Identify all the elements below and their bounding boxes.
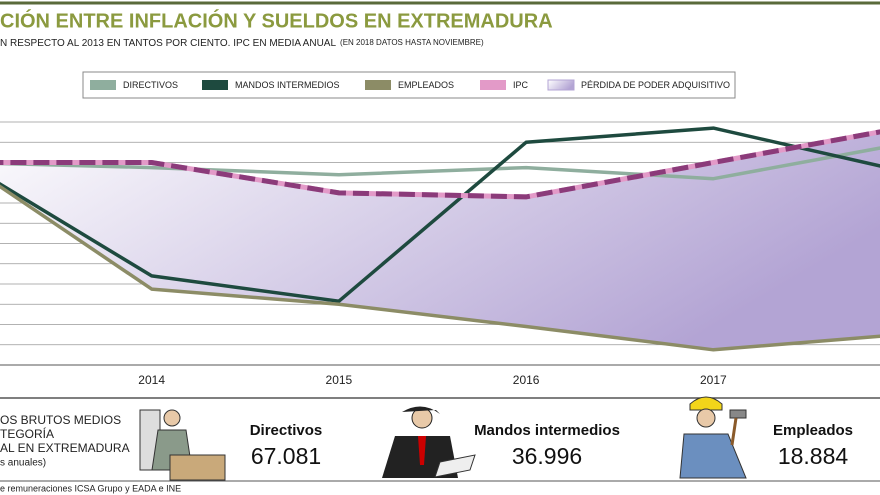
heading-line: OS BRUTOS MEDIOS — [0, 413, 121, 427]
icon-directivo — [139, 409, 226, 481]
source: e remuneraciones ICSA Grupo y EADA e INE — [0, 483, 181, 493]
icon-mando — [382, 406, 476, 478]
heading-line: s anuales) — [0, 458, 46, 469]
x-tick-label: 2016 — [513, 373, 540, 387]
x-tick-label: 2015 — [326, 373, 353, 387]
x-tick-label: 2014 — [138, 373, 165, 387]
legend-label: IPC — [513, 80, 529, 90]
heading-line: TEGORÍA — [0, 426, 54, 441]
icon-empleado — [679, 396, 747, 479]
legend-swatch — [90, 80, 116, 90]
legend-swatch — [480, 80, 506, 90]
series-line — [0, 126, 880, 303]
ipc-line — [0, 129, 880, 200]
series-line — [0, 184, 880, 352]
series-line — [0, 146, 880, 181]
legend-swatch — [365, 80, 391, 90]
legend-label: MANDOS INTERMEDIOS — [235, 80, 340, 90]
legend-swatch — [547, 79, 575, 91]
legend-label: PÉRDIDA DE PODER ADQUISITIVO — [581, 80, 730, 90]
legend-label: DIRECTIVOS — [123, 80, 178, 90]
legend-label: EMPLEADOS — [398, 80, 454, 90]
x-tick-label: 2017 — [700, 373, 727, 387]
salary-items: Directivos 67.081 Mandos intermedios 36.996… — [250, 422, 853, 469]
series-layer — [0, 126, 880, 352]
salary-value: 18.884 — [778, 443, 849, 469]
legend: DIRECTIVOS MANDOS INTERMEDIOS EMPLEADOS IPC… — [90, 79, 730, 91]
loss-area — [0, 131, 880, 350]
chart-subtitle: N RESPECTO AL 2013 EN TANTOS POR CIENTO.… — [0, 38, 484, 49]
salary-value: 36.996 — [512, 443, 582, 469]
heading-line: AL EN EXTREMADURA — [0, 441, 130, 455]
chart-title: CIÓN ENTRE INFLACIÓN Y SUELDOS EN EXTREM… — [0, 8, 553, 32]
salary-value: 67.081 — [251, 443, 321, 469]
salary-name: Directivos — [250, 422, 323, 439]
plot: 2014 2015 2016 2017 — [0, 121, 880, 387]
legend-box — [82, 71, 736, 99]
salary-name: Mandos intermedios — [474, 422, 620, 439]
legend-swatch — [202, 80, 228, 90]
subtitle-note: (EN 2018 DATOS HASTA NOVIEMBRE) — [340, 38, 484, 47]
salary-heading: OS BRUTOS MEDIOS TEGORÍA AL EN EXTREMADU… — [0, 413, 130, 468]
salary-name: Empleados — [773, 422, 853, 439]
subtitle-main: N RESPECTO AL 2013 EN TANTOS POR CIENTO.… — [0, 38, 336, 49]
